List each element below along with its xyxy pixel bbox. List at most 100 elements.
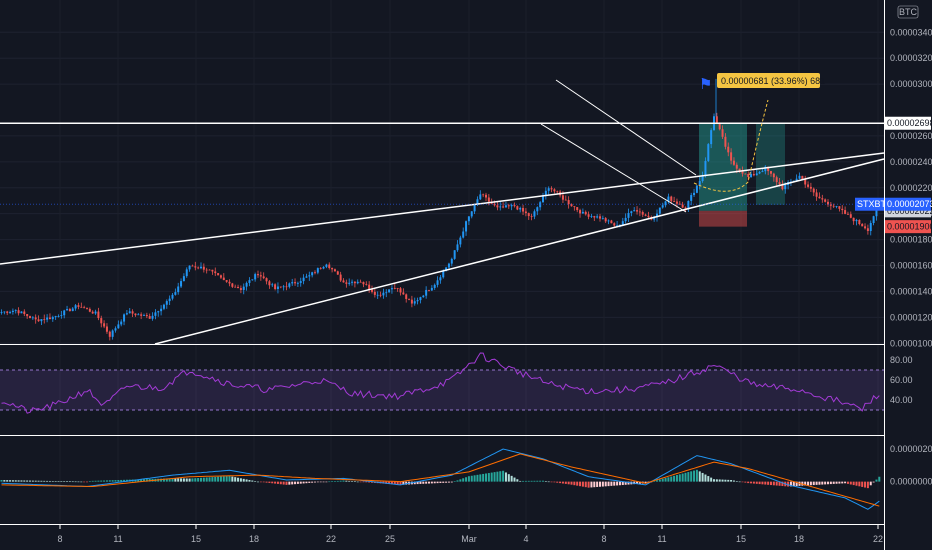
candle: [268, 279, 271, 289]
currency-badge[interactable]: [897, 5, 919, 19]
candle: [741, 166, 744, 177]
candle: [829, 202, 832, 210]
candle: [844, 206, 847, 215]
candle: [148, 313, 151, 319]
macd-histogram-bar: [254, 481, 257, 482]
upper-trend-line[interactable]: [0, 152, 885, 265]
macd-histogram-bar: [11, 480, 14, 482]
candle: [732, 157, 735, 166]
position-label-bg: [717, 73, 820, 88]
macd-histogram-bar: [624, 481, 627, 485]
macd-histogram-bar: [316, 481, 319, 483]
channel-line-top[interactable]: [555, 79, 697, 176]
time-axis[interactable]: 8 11 15 18 22 25 Mar 4 8 11 15 18 22: [57, 524, 883, 544]
candle: [359, 279, 362, 283]
candle: [205, 267, 208, 274]
candle: [698, 176, 701, 190]
macd-histogram-bar: [145, 479, 148, 482]
channel-line-bottom[interactable]: [540, 123, 687, 213]
candle: [576, 206, 579, 213]
candle: [382, 288, 385, 299]
candle: [581, 208, 584, 214]
candle: [638, 208, 641, 217]
candle: [123, 313, 126, 326]
macd-histogram-bar: [502, 470, 505, 482]
candle: [744, 173, 747, 175]
candle: [342, 278, 345, 283]
candle: [610, 219, 613, 224]
candle: [259, 271, 262, 281]
axis-price-labels: 0.00002698 0.00002022 0.00001900 STXBTC …: [855, 116, 932, 234]
macd-histogram-bar: [296, 481, 299, 484]
macd-histogram-bar: [593, 481, 596, 488]
candle: [433, 283, 436, 290]
candle: [51, 315, 54, 322]
macd-histogram-bar: [664, 478, 667, 482]
candle: [530, 213, 533, 221]
macd-histogram-bar: [257, 481, 259, 483]
candle: [410, 295, 413, 308]
macd-histogram-bar: [855, 481, 858, 486]
macd-histogram-bar: [656, 480, 658, 482]
macd-histogram-bar: [319, 481, 322, 483]
rsi-tick-label: 60.00: [890, 375, 913, 385]
candle: [100, 315, 103, 328]
macd-histogram-bar: [405, 481, 408, 485]
candle: [31, 316, 34, 320]
macd-histogram-bar: [222, 476, 225, 482]
candle: [824, 198, 827, 203]
macd-histogram-bar: [618, 481, 621, 486]
candle: [0, 309, 3, 315]
candle: [325, 263, 328, 269]
macd-histogram-bar: [345, 480, 348, 482]
macd-histogram-bar: [547, 481, 550, 483]
macd-histogram-bar: [425, 481, 428, 484]
candle: [869, 220, 872, 236]
macd-histogram-bar: [767, 481, 770, 485]
macd-histogram-bar: [268, 481, 271, 483]
macd-histogram-bar: [34, 480, 37, 482]
candle: [308, 271, 311, 281]
macd-histogram-bar: [744, 481, 747, 483]
candle: [533, 209, 536, 220]
lower-trend-line[interactable]: [154, 158, 885, 345]
macd-histogram-bar: [208, 477, 211, 482]
candle: [627, 208, 630, 223]
candle: [459, 235, 462, 248]
grid: [0, 31, 884, 344]
macd-histogram-bar: [533, 480, 536, 482]
macd-histogram-bar: [108, 480, 111, 482]
rsi-pane[interactable]: [0, 352, 884, 414]
candle: [265, 277, 268, 285]
macd-histogram-bar: [114, 480, 117, 482]
macd-histogram-bar: [188, 478, 191, 482]
macd-histogram-bar: [690, 471, 693, 482]
candle: [376, 291, 379, 299]
macd-histogram-bar: [125, 479, 128, 482]
candle: [23, 309, 26, 317]
candle: [26, 314, 29, 319]
macd-histogram-bar: [328, 481, 331, 483]
macd-histogram-bar: [701, 472, 704, 482]
macd-pane[interactable]: [0, 448, 881, 510]
candle: [188, 265, 191, 272]
macd-histogram-bar: [430, 481, 433, 484]
candle: [390, 285, 393, 294]
candle: [305, 273, 308, 278]
macd-histogram-bar: [775, 481, 778, 486]
macd-histogram-bar: [658, 479, 661, 482]
candle: [835, 205, 838, 209]
macd-histogram-bar: [251, 480, 254, 482]
macd-histogram-bar: [487, 473, 490, 482]
candle: [388, 289, 391, 293]
candle: [798, 172, 801, 180]
macd-histogram-bar: [470, 475, 473, 482]
projection-arrow[interactable]: [693, 99, 769, 192]
macd-histogram-bar: [544, 481, 547, 482]
drawings[interactable]: [0, 79, 885, 345]
macd-histogram-bar: [390, 481, 393, 485]
macd-histogram-bar: [228, 476, 231, 482]
